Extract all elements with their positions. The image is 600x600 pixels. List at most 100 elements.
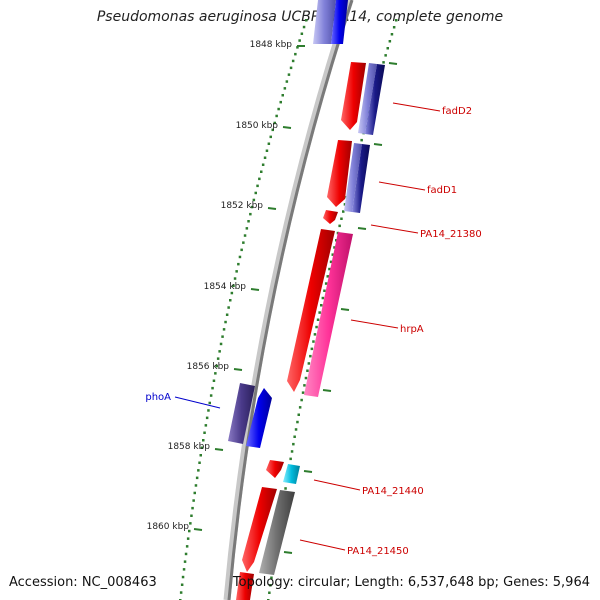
scale-dot [316,318,320,321]
scale-dot [197,469,200,472]
gene-arrow[interactable] [242,487,277,572]
gene-arrow[interactable] [341,62,366,130]
gene-label[interactable]: PA14_21450 [347,546,409,557]
scale-dot [219,342,223,346]
scale-dot [243,234,247,237]
scale-dot [184,552,188,556]
scale-dot [268,591,271,594]
scale-dot [301,391,305,394]
scale-dot [305,19,308,22]
gene-feature[interactable] [352,144,370,213]
scale-dot [318,311,321,314]
scale-dot [284,487,287,490]
scale-tick [303,470,313,473]
gene-feature[interactable] [283,464,300,484]
gene-feature[interactable] [228,383,255,444]
scale-dot [310,347,314,351]
scale-dot [198,461,201,464]
scale-label: 1852 kbp [221,201,264,211]
scale-dot [382,61,385,64]
leader-line [313,479,361,491]
scale-dot [304,376,308,380]
gene-phoA[interactable] [228,383,272,448]
scale-dot [233,277,237,280]
scale-dot [188,529,191,533]
scale-tick [373,143,383,146]
scale-dot [222,328,226,331]
scale-tick [357,227,367,230]
map-title: Pseudomonas aeruginosa UCBPP-PA14, compl… [96,9,504,25]
gene-arrow[interactable] [327,140,352,207]
gene-label[interactable]: phoA [145,392,171,403]
scale-dot [194,484,198,487]
scale-dot [190,514,193,517]
scale-dots-inner [179,19,308,600]
scale-dot [261,163,265,166]
gene-feature[interactable] [259,490,295,575]
gene-PA14_21450[interactable] [242,487,295,575]
scale-dot [252,198,256,202]
scale-dot [186,537,190,540]
gene-label[interactable]: PA14_21440 [362,486,424,497]
scale-dot [388,40,392,43]
scale-dot [183,560,187,563]
scale-dot [263,156,267,159]
scale-dot [260,170,263,173]
scale-label: 1858 kbp [168,442,211,452]
scale-dot [296,420,299,424]
leader-line [392,102,441,112]
scale-dot [292,442,295,446]
scale-dot [221,335,224,338]
gene-feature[interactable] [358,63,377,134]
scale-dot [297,413,300,416]
scale-dot [229,299,232,302]
scale-dot [307,362,311,365]
leader-line [350,319,399,329]
gene-group-top[interactable] [313,0,348,44]
scale-dot [335,239,338,242]
gene-label[interactable]: PA14_21380 [420,229,482,240]
scale-dot [360,138,363,142]
scale-dot [207,409,210,412]
gene-feature[interactable] [236,572,254,600]
scale-dot [227,306,230,309]
leader-line [378,181,426,191]
scale-dot [245,227,249,230]
gene-feature[interactable] [331,0,348,44]
scale-dot [291,59,295,63]
scale-dot [247,220,250,223]
gene-label[interactable]: fadD2 [442,106,472,117]
gene-fadD1[interactable] [327,140,370,213]
scale-dot [342,210,345,213]
gene-fadD2[interactable] [341,62,385,135]
scale-dot [285,80,289,83]
scale-dot [312,340,315,343]
scale-label: 1860 kbp [147,522,190,532]
gene-feature[interactable] [313,0,336,44]
scale-dot [192,499,195,502]
gene-arrow[interactable] [287,229,335,392]
scale-dot [232,284,235,287]
scale-dot [283,87,287,90]
scale-dot [296,46,299,49]
scale-dot [328,267,331,271]
gene-PA14_21380[interactable] [323,210,338,224]
gene-feature[interactable] [344,143,362,212]
genome-backbone-shade [227,0,354,600]
scale-dot [343,203,347,206]
gene-hrpA[interactable] [287,229,353,397]
scale-dot [294,428,298,431]
gene-arrow[interactable] [246,388,272,448]
gene-feature[interactable] [304,232,353,397]
genome-backbone [223,0,354,600]
scale-dot [199,454,202,457]
gene-label[interactable]: hrpA [400,324,424,335]
scale-dot [235,270,238,273]
gene-arrow[interactable] [266,460,284,478]
scale-label: 1856 kbp [187,362,230,372]
gene-PA14_21440[interactable] [266,460,300,484]
gene-feature[interactable] [365,64,385,135]
scale-dot [290,450,294,453]
gene-label[interactable]: fadD1 [427,185,457,196]
